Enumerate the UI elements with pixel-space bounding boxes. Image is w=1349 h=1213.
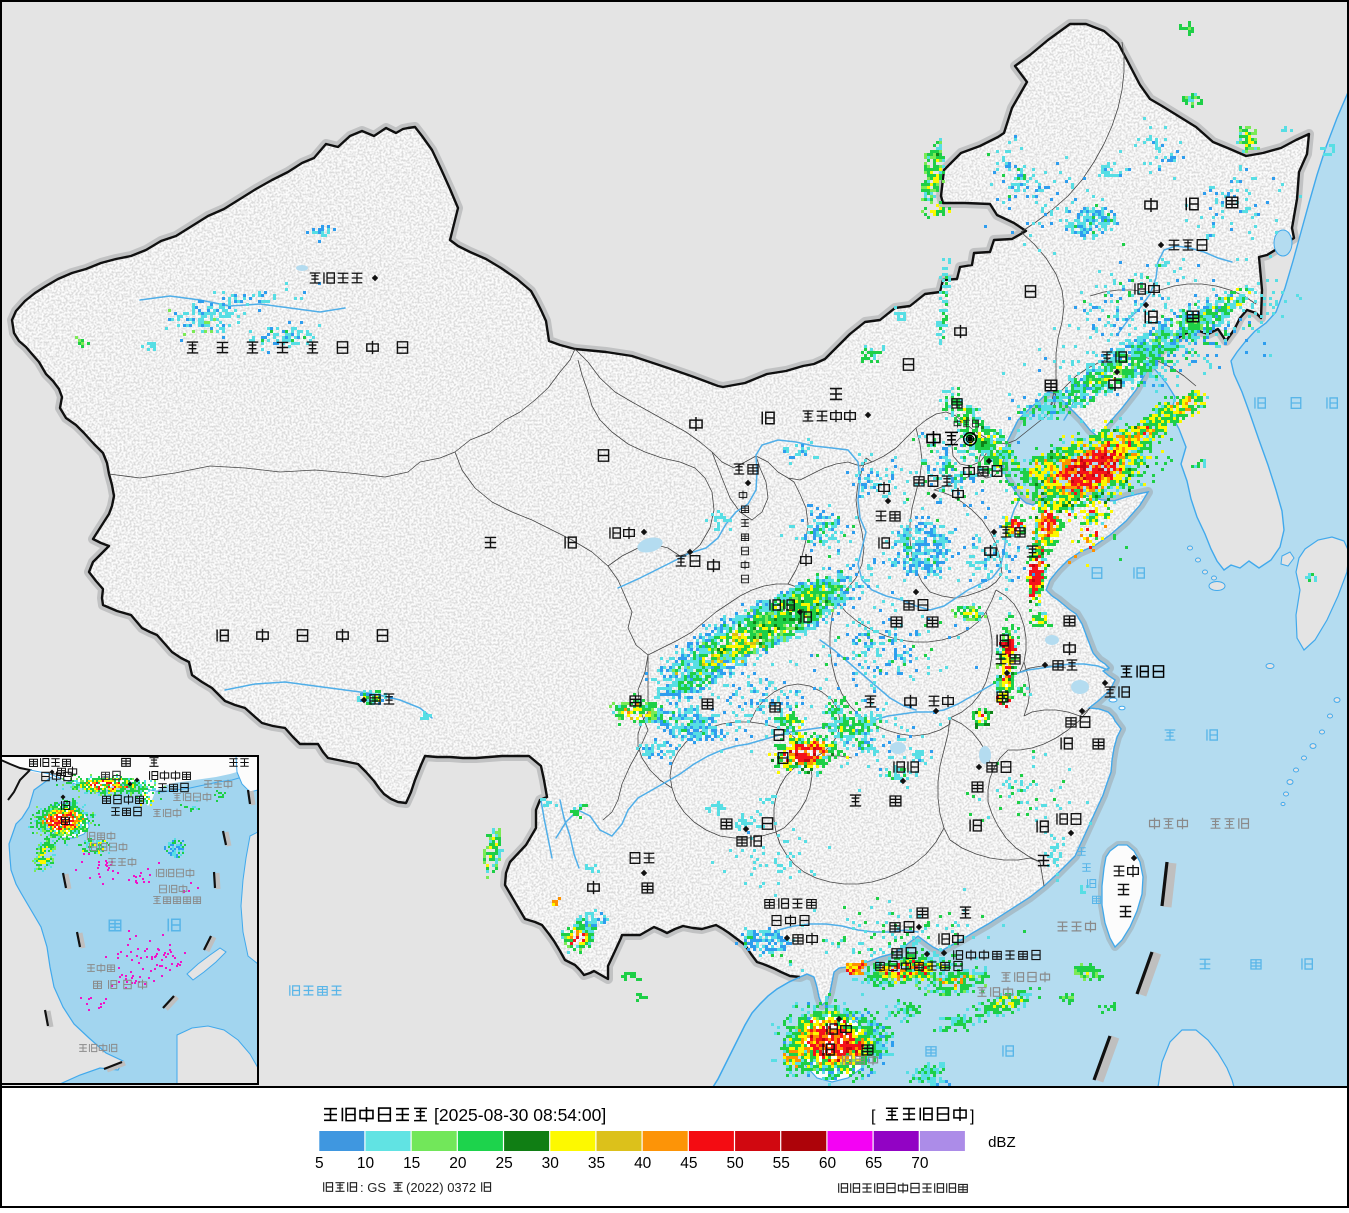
- svg-text:dBZ: dBZ: [988, 1134, 1016, 1151]
- svg-text:10: 10: [357, 1155, 375, 1172]
- svg-text:55: 55: [773, 1155, 790, 1172]
- svg-text:35: 35: [588, 1155, 605, 1172]
- svg-text:[2025-08-30 08:54:00]: [2025-08-30 08:54:00]: [434, 1105, 606, 1125]
- svg-text:5: 5: [315, 1155, 324, 1172]
- svg-text:60: 60: [819, 1155, 837, 1172]
- svg-text:[: [: [871, 1108, 876, 1125]
- svg-text:30: 30: [542, 1155, 560, 1172]
- svg-text:40: 40: [634, 1155, 652, 1172]
- svg-text:50: 50: [726, 1155, 744, 1172]
- svg-text:(2022) 0372: (2022) 0372: [406, 1180, 476, 1195]
- svg-text:]: ]: [970, 1108, 974, 1125]
- svg-text:65: 65: [865, 1155, 882, 1172]
- svg-text:15: 15: [403, 1155, 420, 1172]
- svg-text:20: 20: [449, 1155, 467, 1172]
- svg-text:: GS: : GS: [360, 1180, 386, 1195]
- svg-text:25: 25: [495, 1155, 512, 1172]
- svg-text:70: 70: [911, 1155, 929, 1172]
- svg-text:45: 45: [680, 1155, 697, 1172]
